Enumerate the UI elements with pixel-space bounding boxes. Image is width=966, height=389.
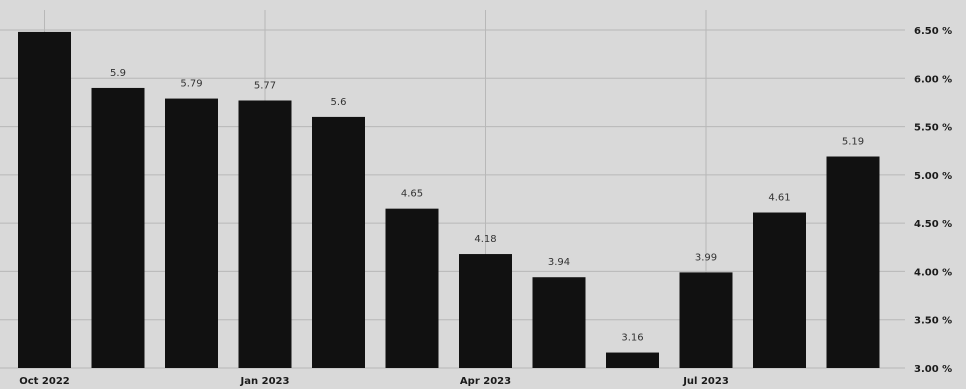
y-tick-label: 6.00 % (914, 74, 952, 85)
y-tick-label: 3.00 % (914, 364, 952, 375)
bars (18, 31, 880, 369)
x-axis: Oct 2022 Jan 2023 Apr 2023 Jul 2023 (19, 376, 729, 387)
data-label: 3.99 (695, 252, 717, 263)
bar (606, 352, 659, 368)
data-label: 5.79 (180, 79, 202, 90)
data-label: 5.19 (842, 137, 864, 148)
bar (238, 100, 292, 369)
data-label: 5.77 (254, 80, 276, 91)
bar (826, 156, 880, 368)
x-tick-label: Jan 2023 (240, 376, 290, 387)
bar (165, 98, 218, 369)
data-label: 5.6 (331, 97, 347, 108)
bar (679, 272, 733, 368)
data-label: 3.16 (621, 333, 643, 344)
x-tick-label: Apr 2023 (460, 376, 511, 387)
y-tick-label: 6.50 % (914, 26, 952, 37)
x-tick-label: Oct 2022 (19, 376, 70, 387)
data-label: 3.94 (548, 257, 570, 268)
bar (385, 208, 439, 368)
x-tick-label: Jul 2023 (682, 376, 729, 387)
y-tick-label: 4.00 % (914, 267, 952, 278)
data-label: 4.61 (768, 193, 790, 204)
bar (753, 212, 806, 368)
y-tick-label: 5.00 % (914, 171, 952, 182)
data-label: 5.9 (110, 68, 126, 79)
bar (18, 31, 71, 369)
y-axis: 3.00 % 3.50 % 4.00 % 4.50 % 5.00 % 5.50 % 6.00… (914, 26, 952, 375)
y-tick-label: 5.50 % (914, 123, 952, 134)
y-tick-label: 4.50 % (914, 219, 952, 230)
y-tick-label: 3.50 % (914, 316, 952, 327)
bar (312, 116, 365, 369)
bar (532, 277, 586, 368)
data-label: 4.18 (474, 234, 496, 245)
data-labels: 5.9 5.79 5.77 5.6 4.65 4.18 3.94 3.16 3.99 4.61 5.… (110, 68, 864, 344)
data-label: 4.65 (401, 189, 423, 200)
bar (91, 87, 145, 368)
bar (459, 254, 512, 368)
